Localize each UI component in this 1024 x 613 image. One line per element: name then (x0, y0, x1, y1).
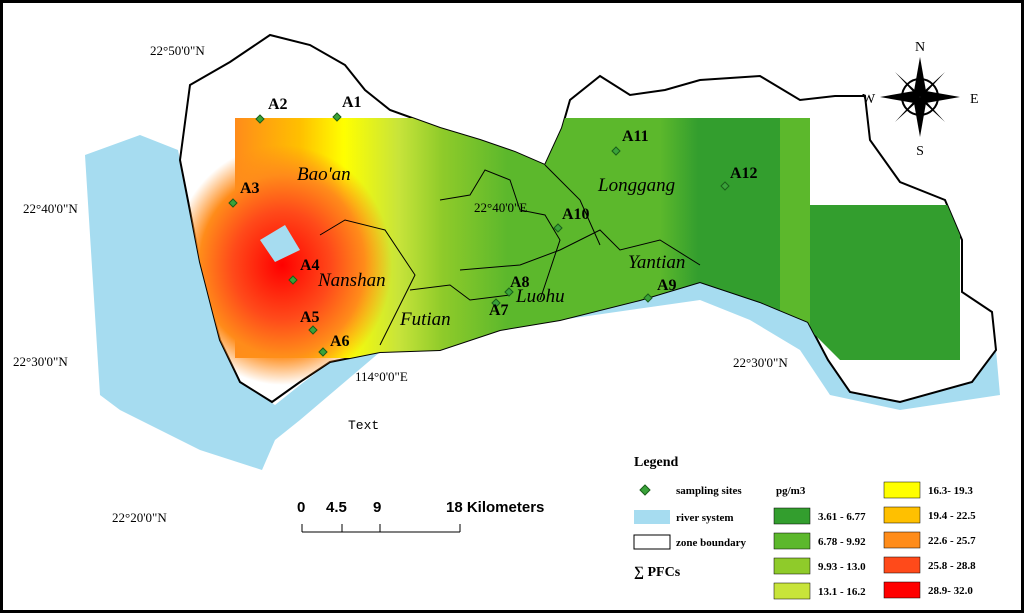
legend-class-label: 25.8 - 28.8 (928, 560, 976, 572)
scale-bar: 0 4.5 9 18 Kilometers (297, 499, 544, 533)
zone-boundaries (319, 164, 701, 346)
legend: Legend sampling sites river system zone … (633, 455, 976, 600)
site-marker (255, 114, 265, 124)
coordinate-label: 22°40'0"N (23, 201, 78, 216)
site-marker (491, 298, 501, 308)
legend-swatch (883, 531, 921, 549)
legend-swatch (883, 481, 921, 499)
legend-item: sampling sites (676, 485, 742, 497)
legend-class-label: 19.4 - 22.5 (928, 510, 976, 522)
site-marker (720, 181, 730, 191)
site-label: A10 (562, 206, 590, 223)
legend-swatch (883, 556, 921, 574)
site-label: A2 (268, 96, 288, 113)
site-label: A9 (657, 277, 677, 294)
site-marker (318, 347, 328, 357)
scale-label: 18 Kilometers (446, 499, 544, 516)
legend-swatch (773, 532, 811, 550)
district-label: Futian (399, 309, 451, 330)
hotspot (180, 145, 392, 385)
site-label: A5 (300, 309, 320, 326)
legend-unit: pg/m3 (776, 485, 806, 497)
legend-class-label: 6.78 - 9.92 (818, 536, 866, 548)
scale-label: 0 (297, 499, 305, 516)
legend-site-symbol (639, 484, 651, 496)
legend-class-label: 9.93 - 13.0 (818, 561, 866, 573)
compass-n: N (915, 40, 925, 55)
legend-swatch (773, 507, 811, 525)
surface (810, 205, 960, 360)
compass-w: W (862, 92, 876, 107)
legend-class-label: 16.3- 19.3 (928, 485, 973, 497)
site-label: A4 (300, 257, 320, 274)
legend-class-label: 28.9- 32.0 (928, 585, 973, 597)
reservoir (260, 225, 300, 262)
district-label: Yantian (628, 252, 685, 273)
district-label: Bao'an (297, 164, 351, 185)
legend-zone-symbol (633, 534, 671, 550)
legend-river-symbol (634, 510, 670, 524)
site-marker (332, 112, 342, 122)
legend-variable: ∑ PFCs (634, 565, 681, 580)
site-label: A6 (330, 333, 350, 350)
site-label: A1 (342, 94, 362, 111)
coordinate-label: 22°30'0"N (733, 355, 788, 370)
legend-swatch (883, 506, 921, 524)
legend-title: Legend (634, 455, 679, 470)
legend-swatch (883, 581, 921, 599)
legend-item: zone boundary (676, 537, 746, 549)
site-marker (611, 146, 621, 156)
compass: N S E W (862, 40, 979, 159)
site-marker (553, 223, 563, 233)
sea (85, 135, 380, 470)
legend-swatch (773, 582, 811, 600)
sea (560, 282, 1000, 410)
site-marker (288, 275, 298, 285)
coordinate-label: 114°0'0"E (355, 369, 408, 384)
site-label: A3 (240, 180, 260, 197)
compass-s: S (916, 144, 924, 159)
site-marker (643, 293, 653, 303)
scale-label: 4.5 (326, 499, 347, 516)
coordinate-label: 22°40'0"E (474, 200, 527, 215)
site-marker (308, 325, 318, 335)
compass-e: E (970, 92, 979, 107)
coordinate-label: 22°30'0"N (13, 354, 68, 369)
legend-class-label: 13.1 - 16.2 (818, 586, 866, 598)
site-label: A7 (489, 302, 509, 319)
placeholder-text: Text (348, 418, 379, 433)
district-label: Luohu (515, 286, 565, 307)
legend-class-label: 3.61 - 6.77 (818, 511, 866, 523)
site-label: A11 (622, 128, 649, 145)
legend-class-label: 22.6 - 25.7 (928, 535, 976, 547)
legend-item: river system (676, 512, 734, 524)
site-label: A12 (730, 165, 758, 182)
legend-swatch (773, 557, 811, 575)
site-marker (504, 287, 514, 297)
site-label: A8 (510, 274, 530, 291)
site-marker (228, 198, 238, 208)
scale-label: 9 (373, 499, 381, 516)
coordinate-label: 22°20'0"N (112, 510, 167, 525)
coordinate-label: 22°50'0"N (150, 43, 205, 58)
district-label: Nanshan (317, 270, 386, 291)
district-label: Longgang (597, 175, 675, 196)
